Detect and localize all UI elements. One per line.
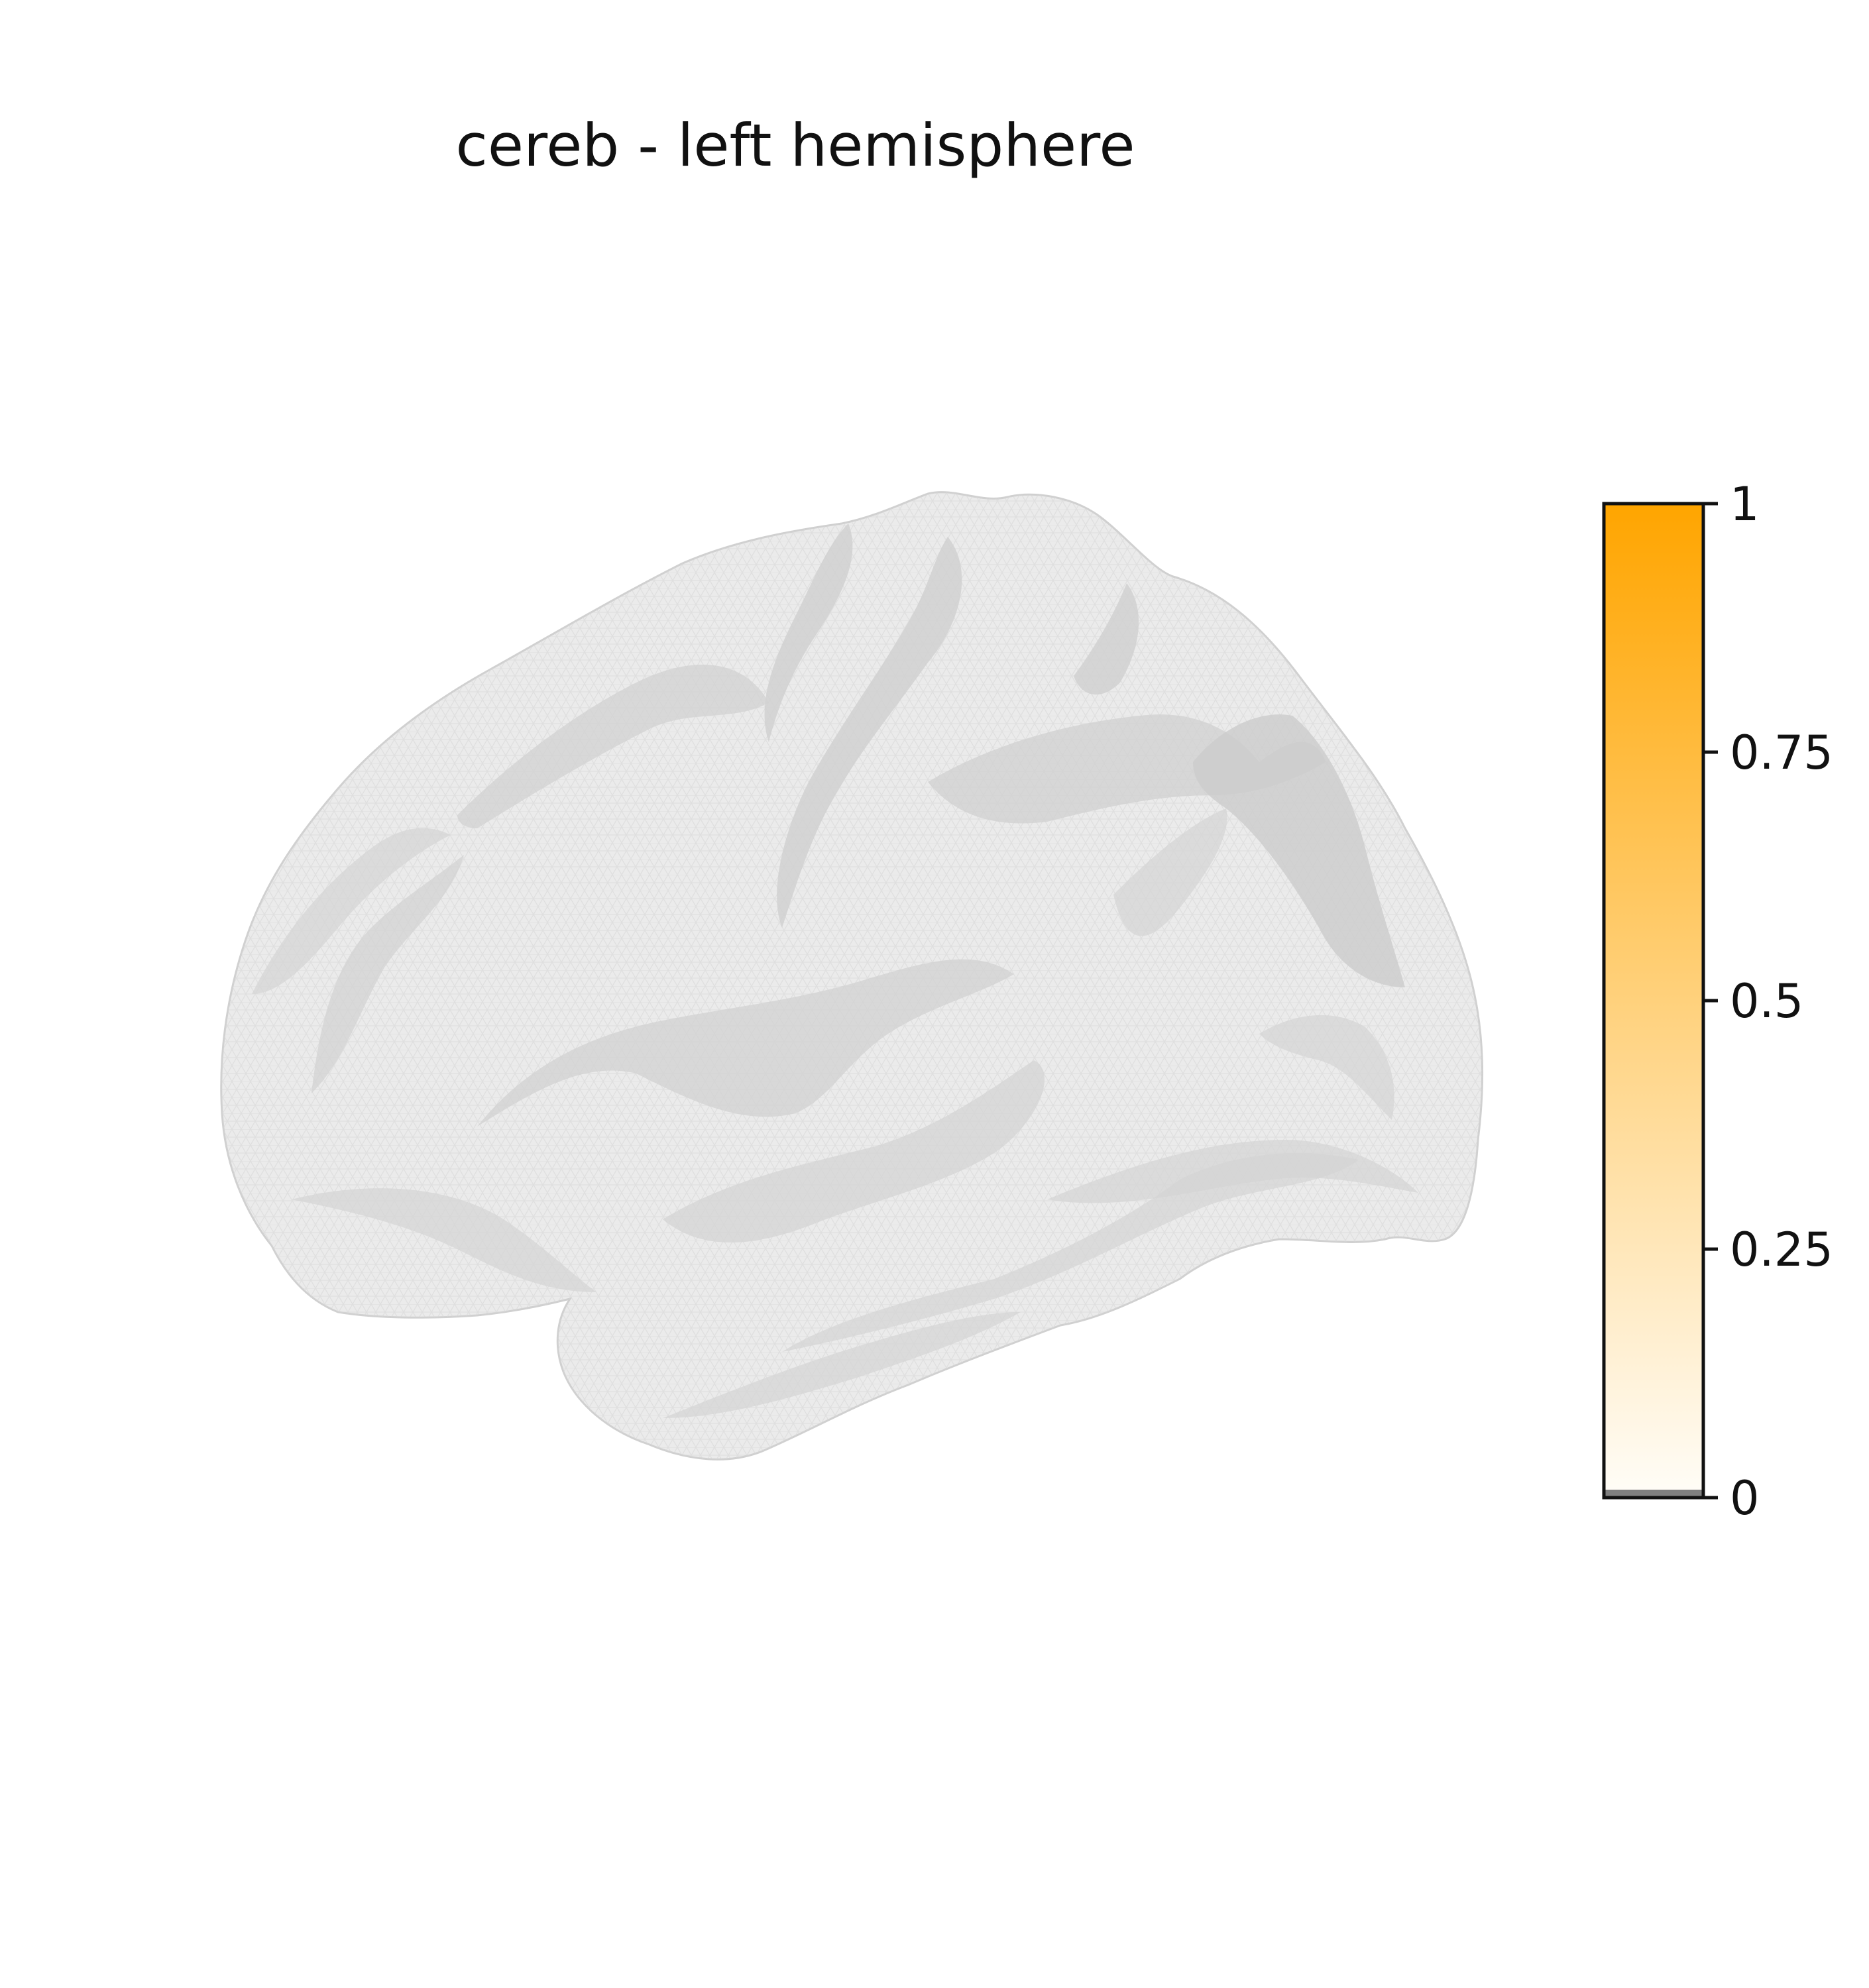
colorbar-tick-label: 0.75 — [1730, 726, 1833, 780]
colorbar-tick-label: 0 — [1730, 1471, 1760, 1525]
occipital-sulcus — [1193, 714, 1405, 987]
colorbar-tick-label: 1 — [1730, 477, 1760, 531]
colorbar-tick-label: 0.5 — [1730, 974, 1803, 1028]
colorbar-tick-label: 0.25 — [1730, 1223, 1833, 1277]
orbital-sulcus — [292, 1188, 596, 1292]
supramarginal-sulcus — [1113, 808, 1227, 936]
superior-frontal-sulcus — [457, 664, 769, 828]
temporal-sulcus — [663, 1060, 1045, 1242]
brain-sulci — [221, 492, 1483, 1460]
colorbar: 0 0.25 0.5 0.75 1 — [1602, 477, 1833, 1525]
inferior-frontal-sulcus — [312, 855, 464, 1093]
inferior-temporal-sulcus — [782, 1153, 1359, 1352]
postcentral-sulcus — [1074, 583, 1139, 695]
colorbar-below-min-segment — [1604, 1490, 1703, 1498]
colorbar-ticks: 0 0.25 0.5 0.75 1 — [1703, 477, 1833, 1525]
central-sulcus — [777, 537, 962, 928]
colorbar-gradient — [1604, 504, 1703, 1498]
figure-title: cereb - left hemisphere — [455, 111, 1135, 180]
lower-temporal-band — [1047, 1140, 1418, 1203]
sylvian-fissure — [477, 959, 1014, 1127]
precentral-sulcus — [764, 524, 853, 742]
frontal-pole-sulcus — [252, 828, 451, 994]
lateral-occipital-sulcus — [1259, 1015, 1394, 1120]
temporal-occipital-band — [663, 1312, 1021, 1418]
brain-surface — [220, 491, 1484, 1461]
